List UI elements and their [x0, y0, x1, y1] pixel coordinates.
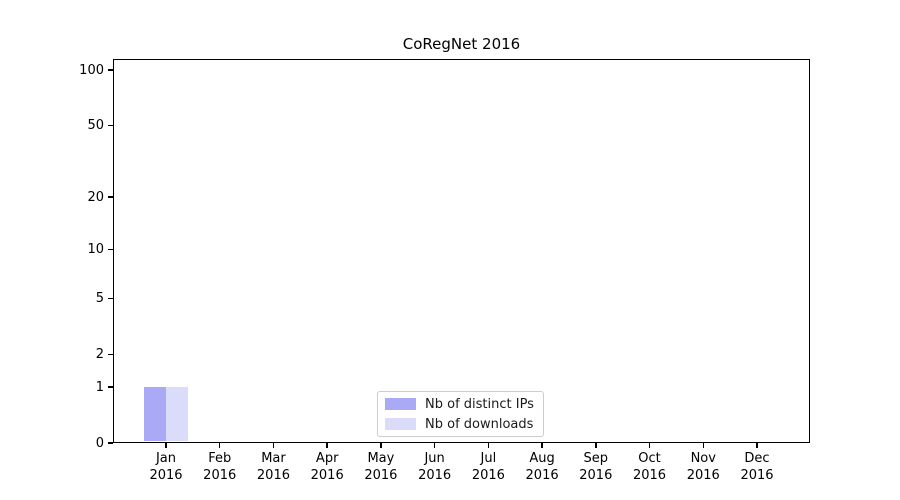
bar-jan-nb-of-distinct-ips [144, 387, 166, 442]
bar-jan-nb-of-downloads [166, 387, 188, 442]
y-tick-label-0: 0 [95, 435, 104, 451]
y-tick-mark-100 [108, 69, 113, 71]
x-tick-label-jul: Jul 2016 [471, 451, 505, 483]
y-tick-label-5: 5 [95, 290, 104, 306]
y-tick-label-50: 50 [87, 117, 104, 133]
y-tick-mark-2 [108, 353, 113, 355]
x-tick-label-may: May 2016 [364, 451, 398, 483]
x-tick-mark-oct [648, 443, 651, 448]
legend-label: Nb of distinct IPs [425, 396, 534, 412]
legend-swatch-nb-of-distinct-ips [385, 398, 416, 410]
legend-row-1: Nb of downloads [385, 416, 543, 432]
legend-swatch-nb-of-downloads [385, 418, 416, 430]
y-tick-label-2: 2 [95, 346, 104, 362]
legend-label: Nb of downloads [425, 416, 534, 432]
x-tick-label-jan: Jan 2016 [149, 451, 183, 483]
y-tick-mark-0 [108, 442, 113, 444]
y-tick-label-10: 10 [87, 241, 104, 257]
y-tick-label-100: 100 [79, 62, 104, 78]
x-tick-label-nov: Nov 2016 [686, 451, 720, 483]
y-tick-label-1: 1 [95, 379, 104, 395]
x-tick-mark-jun [433, 443, 436, 448]
x-tick-mark-dec [756, 443, 758, 448]
y-tick-mark-50 [108, 124, 113, 127]
y-tick-mark-10 [108, 248, 113, 251]
x-tick-mark-apr [326, 443, 328, 448]
x-tick-mark-jan [165, 443, 167, 448]
x-tick-label-dec: Dec 2016 [740, 451, 774, 483]
y-tick-mark-5 [108, 297, 113, 299]
x-tick-mark-sep [595, 443, 597, 448]
x-tick-label-apr: Apr 2016 [310, 451, 344, 483]
x-tick-mark-mar [272, 443, 275, 448]
x-tick-label-oct: Oct 2016 [632, 451, 667, 483]
chart-title: CoRegNet 2016 [402, 35, 521, 53]
x-tick-mark-nov [702, 443, 705, 448]
y-tick-label-20: 20 [87, 189, 104, 205]
x-tick-mark-aug [541, 443, 543, 448]
legend-row-0: Nb of distinct IPs [385, 396, 543, 412]
x-tick-mark-feb [218, 443, 221, 448]
x-tick-mark-jul [487, 443, 490, 448]
x-tick-label-jun: Jun 2016 [418, 451, 452, 483]
plot-area [113, 59, 810, 443]
x-tick-label-aug: Aug 2016 [525, 451, 559, 483]
x-tick-label-feb: Feb 2016 [203, 451, 237, 483]
x-tick-label-sep: Sep 2016 [579, 451, 613, 483]
legend: Nb of distinct IPs Nb of downloads [377, 391, 544, 437]
y-tick-mark-1 [108, 386, 113, 388]
x-tick-label-mar: Mar 2016 [256, 451, 290, 483]
y-tick-mark-20 [108, 196, 113, 198]
x-tick-mark-may [380, 443, 382, 448]
